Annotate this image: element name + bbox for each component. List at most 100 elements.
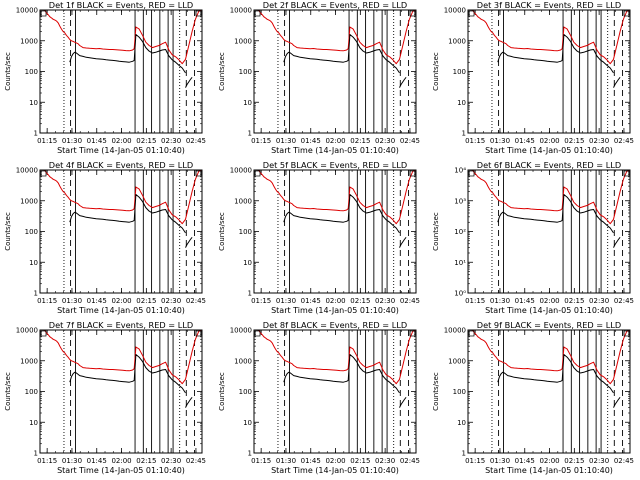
chart-panel-8: Det 8f BLACK = Events, RED = LLD Start Ti… bbox=[218, 320, 420, 475]
y-tick-label: 1000 bbox=[234, 37, 252, 45]
y-tick-label: 100 bbox=[25, 228, 38, 236]
y-tick-label: 10000 bbox=[230, 167, 252, 175]
y-tick-label: 1 bbox=[248, 130, 252, 138]
y-axis-label: Counts/sec bbox=[432, 52, 440, 91]
x-tick-label: 02:45 bbox=[186, 137, 206, 145]
y-tick-label: 100 bbox=[453, 68, 466, 76]
chart-title: Det 7f BLACK = Events, RED = LLD bbox=[49, 320, 193, 330]
corner-marker bbox=[254, 170, 261, 177]
y-tick-label: 1 bbox=[248, 450, 252, 458]
y-tick-label: 10000 bbox=[444, 7, 466, 15]
data-series-line bbox=[254, 9, 417, 65]
x-tick-label: 02:45 bbox=[614, 137, 634, 145]
x-tick-label: 02:15 bbox=[136, 457, 156, 465]
y-axis-label: Counts/sec bbox=[4, 52, 12, 91]
data-series-line bbox=[613, 76, 621, 88]
chart-title: Det 1f BLACK = Events, RED = LLD bbox=[49, 0, 193, 10]
x-tick-label: 02:30 bbox=[375, 297, 395, 305]
data-series-line bbox=[185, 396, 193, 408]
x-tick-label: 01:15 bbox=[465, 297, 485, 305]
x-tick-label: 02:15 bbox=[564, 137, 584, 145]
x-tick-label: 02:30 bbox=[375, 457, 395, 465]
x-tick-label: 02:45 bbox=[186, 457, 206, 465]
x-tick-label: 02:00 bbox=[325, 297, 345, 305]
plot-frame bbox=[253, 329, 417, 454]
plot-frame bbox=[39, 329, 203, 454]
corner-marker bbox=[195, 10, 202, 17]
data-series-line bbox=[468, 329, 631, 385]
corner-marker bbox=[40, 330, 47, 337]
x-tick-label: 01:15 bbox=[37, 137, 57, 145]
corner-marker bbox=[409, 170, 416, 177]
x-tick-label: 02:00 bbox=[111, 137, 131, 145]
plot-frame bbox=[253, 169, 417, 294]
x-tick-label: 02:15 bbox=[136, 297, 156, 305]
y-axis-label: Counts/sec bbox=[432, 372, 440, 411]
y-tick-label: 100 bbox=[239, 388, 252, 396]
y-tick-label: 10 bbox=[29, 259, 38, 267]
y-tick-label: 1000 bbox=[234, 197, 252, 205]
y-tick-label: 10 bbox=[243, 419, 252, 427]
x-tick-label: 01:45 bbox=[515, 137, 535, 145]
data-series-line bbox=[40, 169, 203, 225]
x-tick-label: 02:45 bbox=[400, 297, 420, 305]
y-tick-label: 1000 bbox=[20, 357, 38, 365]
x-axis-label: Start Time (14-Jan-05 01:10:40) bbox=[271, 306, 399, 315]
corner-marker bbox=[468, 170, 475, 177]
x-tick-label: 01:15 bbox=[37, 297, 57, 305]
x-tick-label: 02:30 bbox=[589, 457, 609, 465]
x-tick-label: 01:30 bbox=[276, 137, 296, 145]
x-tick-label: 01:30 bbox=[62, 137, 82, 145]
corner-marker bbox=[40, 10, 47, 17]
data-series-line bbox=[497, 194, 614, 234]
y-axis-label: Counts/sec bbox=[218, 212, 226, 251]
y-tick-label: 10000 bbox=[16, 327, 38, 335]
y-tick-label: 10 bbox=[29, 99, 38, 107]
x-tick-label: 02:00 bbox=[111, 297, 131, 305]
chart-panel-6: Det 6f BLACK = Events, RED = LLD Start Ti… bbox=[432, 160, 634, 315]
x-tick-label: 02:45 bbox=[614, 457, 634, 465]
x-axis-label: Start Time (14-Jan-05 01:10:40) bbox=[485, 466, 613, 475]
corner-marker bbox=[195, 330, 202, 337]
y-tick-label: 10 bbox=[457, 419, 466, 427]
data-series-line bbox=[185, 236, 193, 248]
data-series-line bbox=[613, 236, 621, 248]
x-tick-label: 01:15 bbox=[465, 457, 485, 465]
y-tick-label: 10000 bbox=[16, 7, 38, 15]
x-tick-label: 01:15 bbox=[251, 457, 271, 465]
data-series-line bbox=[254, 329, 417, 385]
y-tick-label: 10 bbox=[243, 99, 252, 107]
y-axis-label: Counts/sec bbox=[4, 212, 12, 251]
y-tick-label: 1000 bbox=[448, 357, 466, 365]
x-tick-label: 01:30 bbox=[490, 137, 510, 145]
corner-marker bbox=[468, 10, 475, 17]
x-axis-label: Start Time (14-Jan-05 01:10:40) bbox=[485, 306, 613, 315]
y-tick-label: 100 bbox=[239, 68, 252, 76]
data-series-line bbox=[613, 396, 621, 408]
x-tick-label: 01:30 bbox=[276, 457, 296, 465]
x-tick-label: 01:30 bbox=[62, 457, 82, 465]
x-tick-label: 02:30 bbox=[589, 137, 609, 145]
chart-title: Det 4f BLACK = Events, RED = LLD bbox=[49, 160, 193, 170]
x-axis-label: Start Time (14-Jan-05 01:10:40) bbox=[57, 466, 185, 475]
data-series-line bbox=[468, 9, 631, 65]
corner-marker bbox=[254, 330, 261, 337]
y-tick-label: 1 bbox=[34, 450, 38, 458]
x-tick-label: 02:45 bbox=[400, 457, 420, 465]
x-tick-label: 01:30 bbox=[490, 457, 510, 465]
x-tick-label: 01:15 bbox=[465, 137, 485, 145]
data-series-line bbox=[40, 329, 203, 385]
data-series-line bbox=[468, 169, 631, 225]
plot-frame bbox=[39, 169, 203, 294]
chart-title: Det 2f BLACK = Events, RED = LLD bbox=[263, 0, 407, 10]
y-tick-label: 10 bbox=[457, 99, 466, 107]
x-axis-label: Start Time (14-Jan-05 01:10:40) bbox=[271, 146, 399, 155]
data-series-line bbox=[69, 194, 186, 234]
y-tick-label: 1 bbox=[34, 130, 38, 138]
data-series-line bbox=[399, 396, 407, 408]
chart-panel-2: Det 2f BLACK = Events, RED = LLD Start Ti… bbox=[218, 0, 420, 155]
x-tick-label: 01:45 bbox=[87, 457, 107, 465]
y-tick-label: 100 bbox=[25, 68, 38, 76]
plot-frame bbox=[253, 9, 417, 134]
plot-frame bbox=[467, 169, 631, 294]
